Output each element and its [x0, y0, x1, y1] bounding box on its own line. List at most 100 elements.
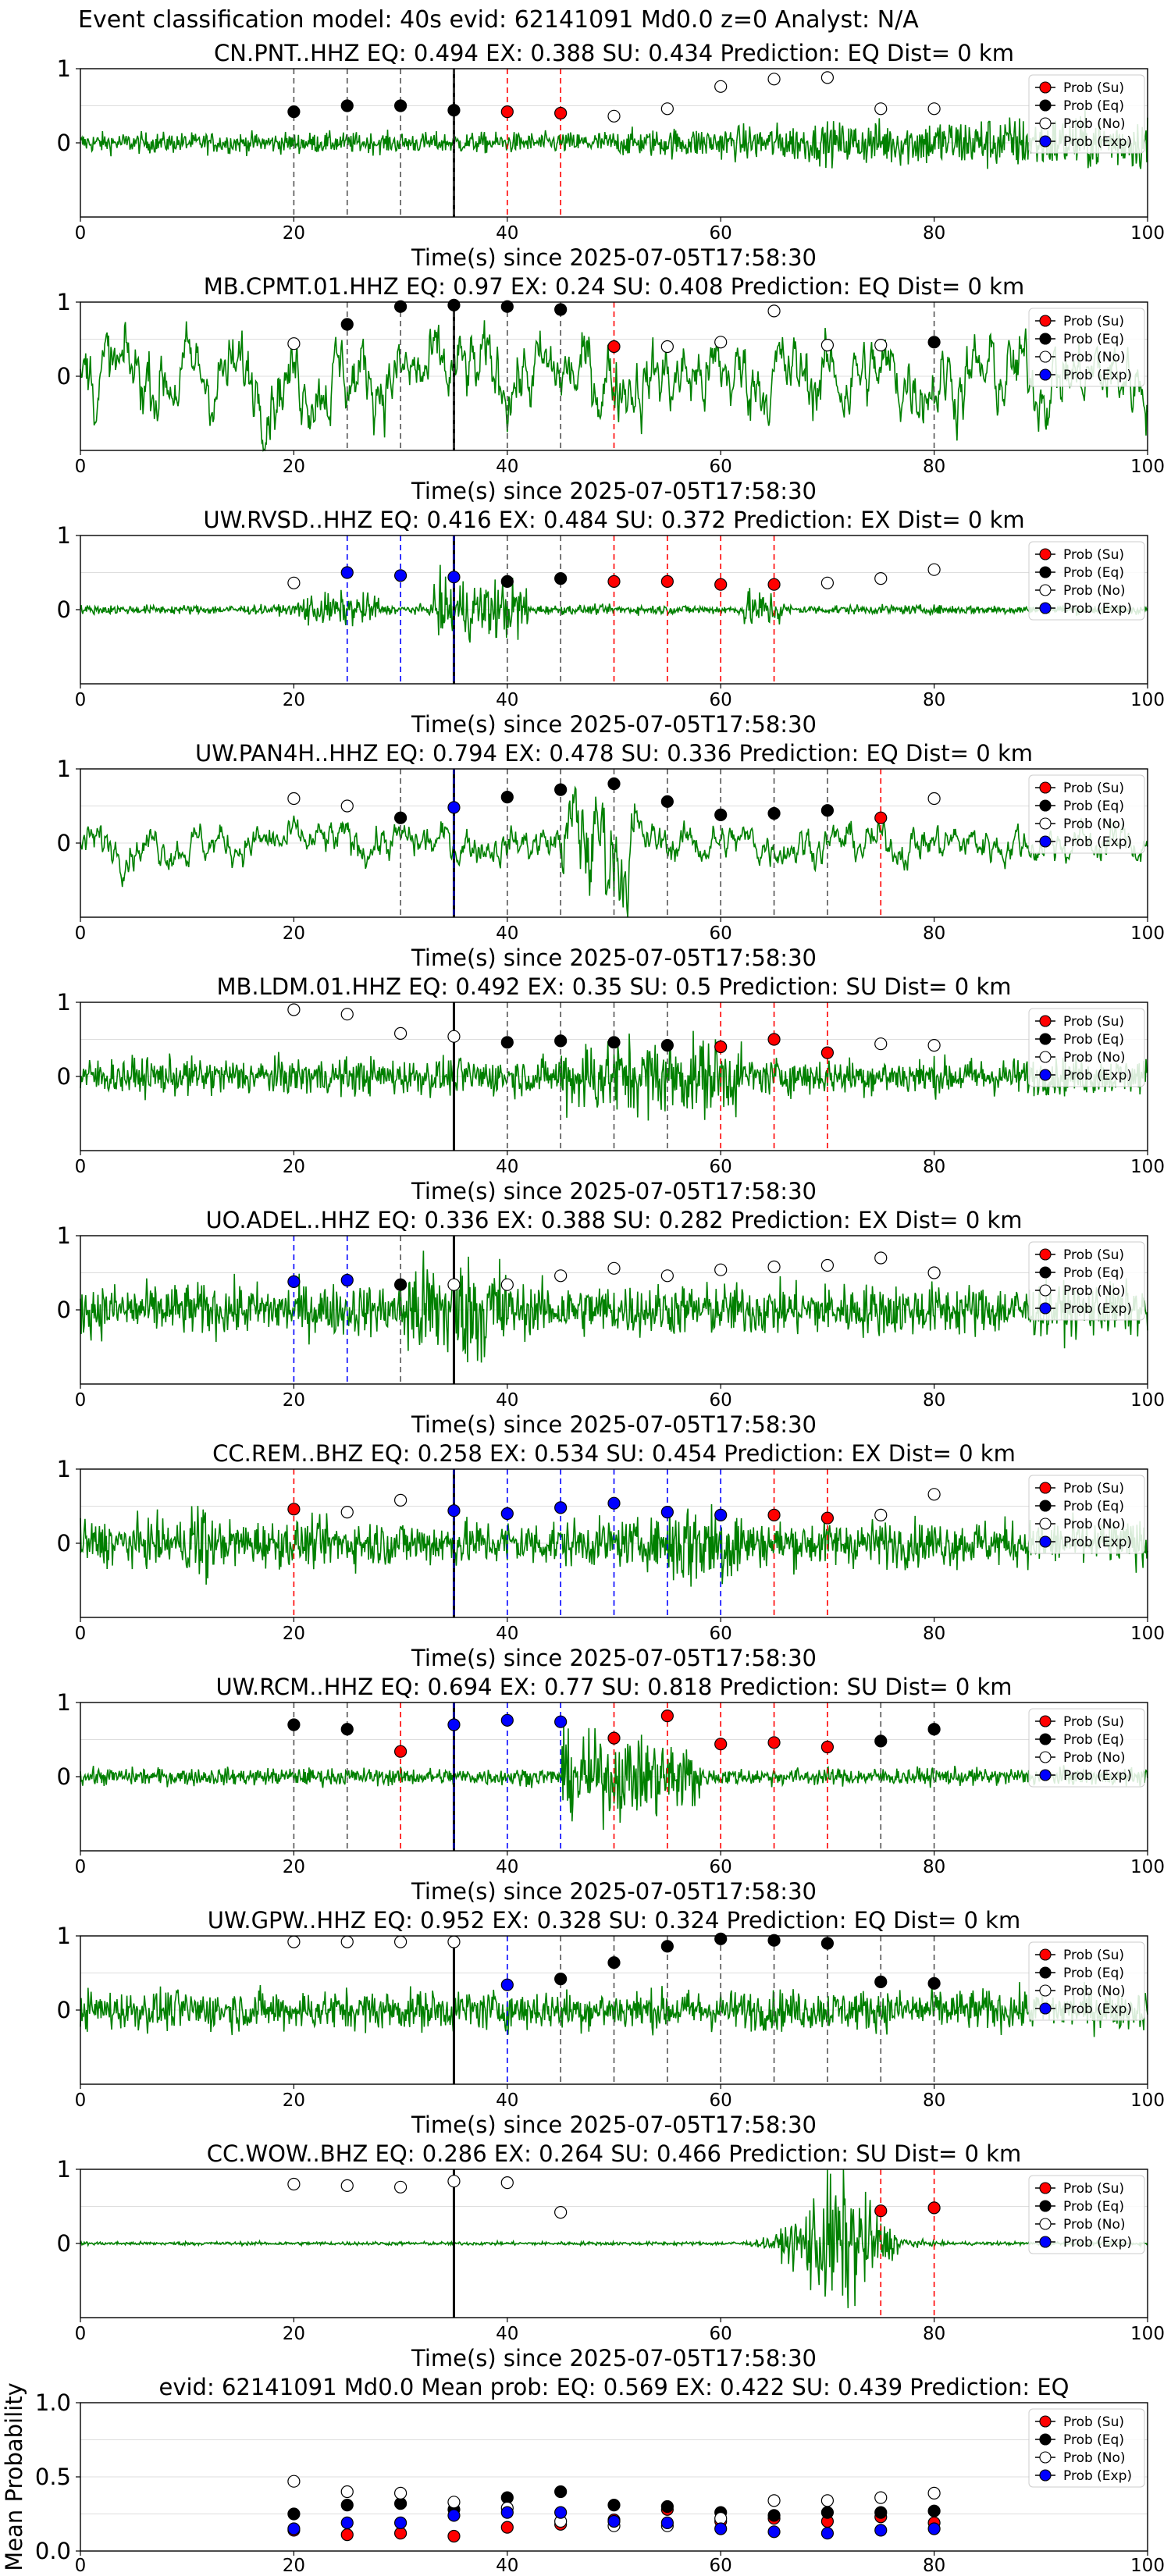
legend-label: Prob (No) [1063, 583, 1126, 599]
y-tick-label: 1 [57, 756, 71, 782]
legend-marker-exp [1039, 1535, 1052, 1548]
x-tick-label: 20 [283, 690, 305, 710]
legend-label: Prob (Exp) [1063, 834, 1132, 850]
legend-label: Prob (Eq) [1063, 799, 1124, 814]
legend: Prob (Su) Prob (Eq) Prob (No) Prob (Exp) [1028, 2408, 1145, 2488]
x-tick-label: 20 [283, 2090, 305, 2111]
x-tick-label: 20 [283, 1624, 305, 1644]
legend-label: Prob (Exp) [1063, 2001, 1132, 2017]
legend-marker-exp [1039, 835, 1052, 848]
prob-point-eq [393, 300, 408, 313]
legend-label: Prob (Exp) [1063, 1535, 1132, 1550]
legend-box [1028, 2408, 1145, 2488]
prob-point-su [607, 575, 621, 589]
panel-3: UW.RVSD..HHZ EQ: 0.416 EX: 0.484 SU: 0.3… [57, 507, 1165, 738]
legend: Prob (Su) Prob (Eq) Prob (No) Prob (Exp) [1028, 74, 1145, 154]
panel-title: evid: 62141091 Md0.0 Mean prob: EQ: 0.56… [159, 2374, 1070, 2400]
x-tick-label: 0 [75, 1857, 87, 1877]
x-tick-label: 100 [1130, 2324, 1165, 2344]
legend-label: Prob (Eq) [1063, 1032, 1124, 1048]
x-tick-label: 40 [496, 223, 518, 244]
prob-point-no [287, 1935, 301, 1948]
legend-label: Prob (Su) [1063, 2181, 1124, 2197]
legend-marker-no [1039, 2218, 1052, 2230]
prob-point-su [874, 2204, 888, 2218]
prob-point-exp [500, 1713, 514, 1727]
legend-marker-eq [1039, 1733, 1052, 1745]
prob-point-exp [660, 1505, 674, 1519]
prob-point-eq [340, 318, 354, 331]
y-tick-label: 0 [57, 1997, 71, 2023]
legend-marker-no [1039, 1984, 1052, 1997]
x-tick-label: 0 [75, 2556, 87, 2576]
prob-point-no [874, 102, 888, 116]
prob-point-eq [287, 1718, 301, 1731]
panel-title: UW.PAN4H..HHZ EQ: 0.794 EX: 0.478 SU: 0.… [195, 740, 1033, 767]
mean-point-exp [340, 2516, 354, 2529]
y-tick-label: 0 [57, 596, 71, 623]
prob-point-su [874, 811, 888, 824]
prob-point-eq [554, 1034, 568, 1048]
legend-label: Prob (Eq) [1063, 98, 1124, 114]
legend-label: Prob (No) [1063, 1750, 1126, 1766]
x-tick-label: 20 [283, 457, 305, 477]
x-axis-label: Time(s) since 2025-07-05T17:58:30 [411, 1645, 817, 1671]
prob-point-eq [767, 1934, 781, 1947]
prob-point-eq [660, 1940, 674, 1953]
x-tick-label: 60 [710, 923, 732, 944]
legend-label: Prob (Eq) [1063, 332, 1124, 347]
legend-label: Prob (Su) [1063, 547, 1124, 563]
mean-point-exp [767, 2525, 781, 2539]
prob-point-su [287, 1503, 301, 1516]
prob-point-eq [607, 1956, 621, 1969]
prob-point-eq [500, 790, 514, 804]
y-tick-label: 0 [57, 830, 71, 856]
legend-label: Prob (Eq) [1063, 1966, 1124, 1981]
legend-marker-exp [1039, 1769, 1052, 1781]
x-tick-label: 20 [283, 223, 305, 244]
legend-marker-eq [1039, 1266, 1052, 1279]
waveform-trace [80, 1503, 1148, 1587]
legend-box [1028, 1941, 1145, 2021]
x-tick-label: 40 [496, 1390, 518, 1411]
waveform-trace [80, 1722, 1148, 1831]
legend-label: Prob (No) [1063, 1517, 1126, 1532]
legend-marker-no [1039, 584, 1052, 596]
x-tick-label: 80 [923, 690, 945, 710]
prob-point-no [714, 1263, 728, 1276]
legend: Prob (Su) Prob (Eq) Prob (No) Prob (Exp) [1028, 1708, 1145, 1788]
legend-marker-eq [1039, 1033, 1052, 1045]
prob-point-no [927, 102, 941, 116]
y-tick-label: 0 [57, 2230, 71, 2257]
prob-point-eq [340, 1723, 354, 1736]
x-tick-label: 0 [75, 690, 87, 710]
prob-point-no [447, 1278, 461, 1291]
x-tick-label: 40 [496, 457, 518, 477]
prob-point-su [607, 1731, 621, 1745]
y-tick-label: 0 [57, 130, 71, 156]
prob-point-su [767, 1736, 781, 1749]
legend-marker-eq [1039, 566, 1052, 578]
prob-point-no [927, 1488, 941, 1501]
legend-marker-eq [1039, 1500, 1052, 1512]
y-tick-label: 1 [57, 522, 71, 549]
prob-point-no [927, 1266, 941, 1279]
legend-marker-su [1039, 2415, 1052, 2428]
prob-point-eq [554, 783, 568, 796]
x-axis-label: Time(s) since 2025-07-05T17:58:30 [411, 1878, 817, 1905]
x-tick-label: 20 [283, 923, 305, 944]
prob-point-eq [393, 1278, 408, 1291]
x-tick-label: 40 [496, 1857, 518, 1877]
prob-point-no [874, 571, 888, 585]
prob-point-exp [500, 1978, 514, 1991]
legend-box [1028, 1241, 1145, 1321]
legend: Prob (Su) Prob (Eq) Prob (No) Prob (Exp) [1028, 1475, 1145, 1554]
prob-point-su [767, 1033, 781, 1046]
x-tick-label: 40 [496, 1624, 518, 1644]
legend-marker-no [1039, 350, 1052, 363]
legend-marker-exp [1039, 1069, 1052, 1081]
mean-point-eq [554, 2485, 568, 2499]
prob-point-su [767, 578, 781, 591]
prob-point-eq [820, 804, 835, 817]
prob-point-su [660, 1710, 674, 1723]
